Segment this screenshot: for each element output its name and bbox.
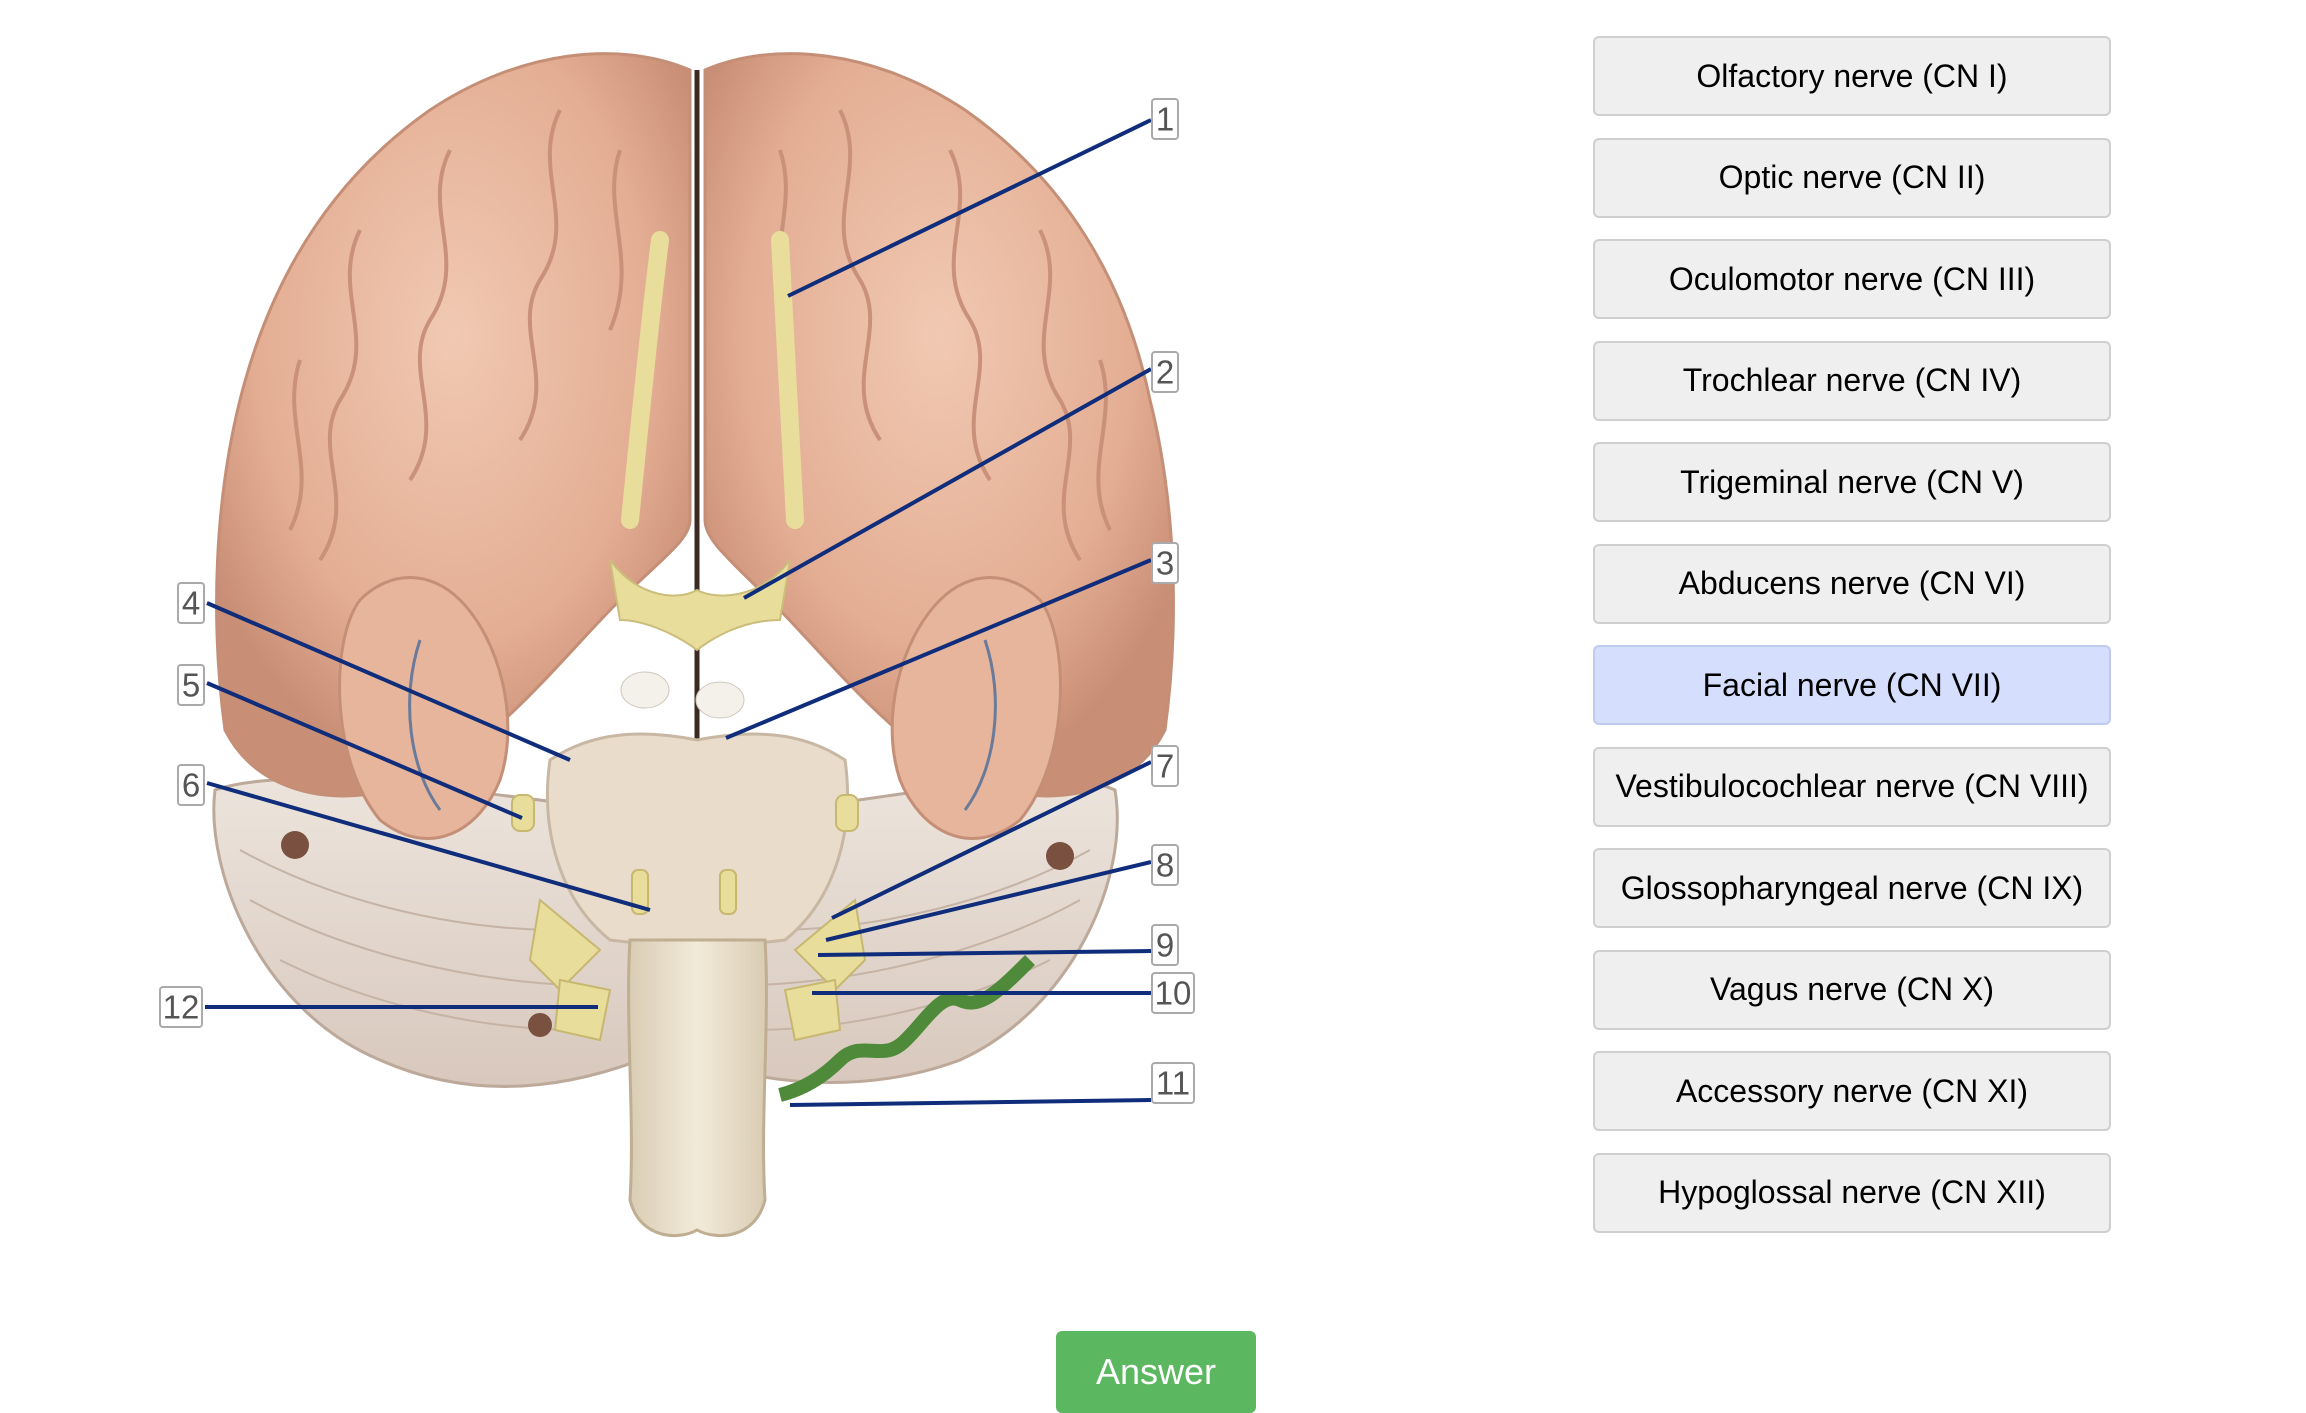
label-tag-11: 11 (1151, 1062, 1195, 1104)
svg-text:4: 4 (182, 585, 200, 622)
label-tag-12: 12 (159, 986, 203, 1028)
left-temporal-lobe (338, 576, 510, 840)
option-accessory-nerve[interactable]: Accessory nerve (CN XI) (1593, 1051, 2111, 1131)
left-hemisphere (215, 52, 692, 798)
option-trochlear-nerve[interactable]: Trochlear nerve (CN IV) (1593, 340, 2111, 421)
svg-text:2: 2 (1156, 354, 1174, 391)
option-optic-nerve[interactable]: Optic nerve (CN II) (1593, 137, 2111, 218)
svg-text:5: 5 (182, 667, 200, 704)
option-glossopharyngeal-nerve[interactable]: Glossopharyngeal nerve (CN IX) (1593, 848, 2111, 928)
gyri-left (288, 109, 624, 562)
label-tag-3: 3 (1151, 542, 1179, 584)
svg-text:8: 8 (1156, 847, 1174, 884)
right-temporal-lobe (890, 576, 1062, 840)
brain-diagram: 1 2 3 4 5 6 7 8 9 10 11 12 (159, 52, 1195, 1237)
option-vestibulocochlear-nerve[interactable]: Vestibulocochlear nerve (CN VIII) (1593, 746, 2111, 827)
brain-illustration (212, 52, 1175, 1237)
pons (546, 732, 849, 952)
svg-text:12: 12 (163, 989, 200, 1026)
label-tag-2: 2 (1151, 351, 1179, 393)
option-facial-nerve[interactable]: Facial nerve (CN VII) (1593, 645, 2111, 725)
option-abducens-nerve[interactable]: Abducens nerve (CN VI) (1593, 543, 2111, 624)
medulla (627, 938, 768, 1237)
svg-text:3: 3 (1156, 545, 1174, 582)
svg-text:9: 9 (1156, 927, 1174, 964)
label-tag-7: 7 (1151, 745, 1179, 787)
option-trigeminal-nerve[interactable]: Trigeminal nerve (CN V) (1593, 442, 2111, 522)
green-vessel (778, 955, 1035, 1102)
label-tag-1: 1 (1151, 98, 1179, 140)
label-tag-9: 9 (1151, 924, 1179, 966)
label-tag-4: 4 (177, 582, 205, 624)
svg-text:11: 11 (1156, 1065, 1190, 1102)
leader-lines (205, 118, 1152, 1107)
svg-text:6: 6 (182, 767, 200, 804)
label-tag-10: 10 (1151, 972, 1195, 1014)
olfactory-tract-left (621, 231, 669, 529)
label-tag-5: 5 (177, 664, 205, 706)
label-tag-6: 6 (177, 764, 205, 806)
svg-text:10: 10 (1155, 975, 1192, 1012)
answer-options: Olfactory nerve (CN I) Optic nerve (CN I… (1593, 36, 2111, 1254)
right-hemisphere (703, 52, 1175, 798)
olfactory-tract-right (771, 231, 804, 529)
option-olfactory-nerve[interactable]: Olfactory nerve (CN I) (1593, 36, 2111, 116)
svg-text:7: 7 (1156, 748, 1174, 785)
nerve-roots (511, 794, 867, 1042)
option-hypoglossal-nerve[interactable]: Hypoglossal nerve (CN XII) (1593, 1152, 2111, 1233)
optic-chiasm (609, 559, 791, 652)
svg-text:1: 1 (1156, 101, 1174, 138)
label-tag-8: 8 (1151, 844, 1179, 886)
option-vagus-nerve[interactable]: Vagus nerve (CN X) (1593, 949, 2111, 1030)
option-oculomotor-nerve[interactable]: Oculomotor nerve (CN III) (1593, 239, 2111, 319)
answer-button[interactable]: Answer (1056, 1331, 1256, 1413)
